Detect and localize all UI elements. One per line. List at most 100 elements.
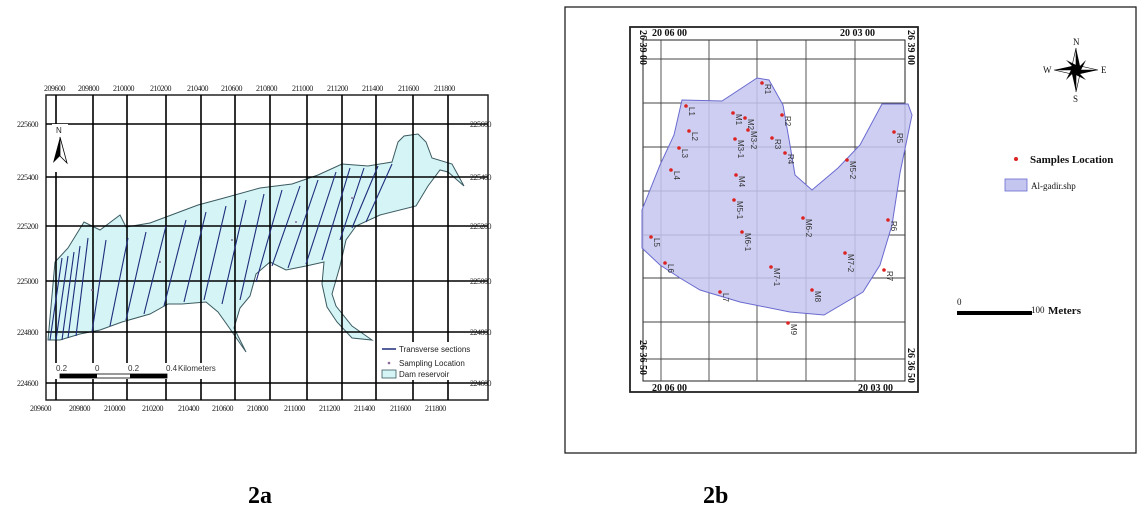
sample-dot: [760, 81, 764, 85]
sample-dot: [786, 321, 790, 325]
x-tick-labels-top: 209600 209800 210000 210200 210400 21060…: [44, 84, 456, 93]
scale-start: 0: [957, 297, 962, 307]
sample-point: M5-2: [845, 158, 857, 180]
dam-reservoir-area: [47, 133, 465, 353]
sample-point: L5: [649, 235, 661, 247]
sample-point: L4: [669, 168, 681, 180]
sample-dot: [801, 216, 805, 220]
x-tick-top: 210400: [187, 84, 209, 93]
legend-label: Transverse sections: [399, 345, 470, 354]
x-tick-bottom: 209600: [30, 404, 52, 413]
x-tick-bottom: 210000: [104, 404, 126, 413]
map-2a: 209600 209800 210000 210200 210400 21060…: [17, 84, 492, 509]
legend-dot-swatch: [387, 361, 391, 365]
caption-2b: 2b: [703, 483, 728, 509]
x-tick-top: 211600: [398, 84, 419, 93]
y-tick-left: 225200: [17, 222, 39, 231]
sample-label: M5-2: [848, 161, 857, 180]
scale-bar-2b: 0 100 Meters: [957, 297, 1082, 317]
north-label: N: [56, 126, 62, 135]
y-tick-right: 225600: [470, 120, 492, 129]
sample-dot: [810, 288, 814, 292]
scale-end: 100: [1031, 305, 1045, 315]
sample-dot: [843, 251, 847, 255]
sample-dot: [769, 265, 773, 269]
sample-dot: [740, 230, 744, 234]
sample-point: M3-2: [746, 128, 758, 150]
scale-unit: Kilometers: [178, 364, 216, 373]
x-tick-top: 210200: [150, 84, 172, 93]
x-tick-bottom: 210600: [212, 404, 234, 413]
sample-dot: [649, 235, 653, 239]
sample-label: R2: [783, 116, 792, 127]
caption-2a: 2a: [248, 483, 272, 509]
y-tick-right: 224600: [470, 379, 492, 388]
x-tick-bottom: 211600: [390, 404, 411, 413]
sample-dot: [743, 116, 747, 120]
scale-label: 0.4: [166, 364, 178, 373]
sample-dot: [882, 268, 886, 272]
north-arrow-icon: N: [52, 124, 68, 172]
sample-label: L6: [666, 264, 675, 273]
sample-point: M7-1: [769, 265, 781, 287]
x-tick-top: 210000: [113, 84, 135, 93]
compass-w: W: [1043, 65, 1052, 75]
bottom-coord-right: 20 03 00: [858, 383, 893, 394]
x-tick-bottom: 210200: [142, 404, 164, 413]
y-tick-right: 224800: [470, 328, 492, 337]
top-coord-right: 20 03 00: [840, 28, 875, 39]
sample-point: R5: [892, 130, 904, 144]
x-tick-top: 211000: [292, 84, 313, 93]
sample-point: M6-2: [801, 216, 813, 238]
sample-dot: [770, 136, 774, 140]
sample-label: L5: [652, 238, 661, 247]
sample-point: M5-1: [732, 198, 744, 220]
x-tick-bottom: 211200: [319, 404, 340, 413]
left-coord-bottom: 26 36 50: [637, 340, 648, 375]
right-coord-top: 26 39 00: [905, 30, 916, 65]
compass-e: E: [1101, 65, 1107, 75]
right-coord-bottom: 26 36 50: [905, 348, 916, 383]
scale-label: 0.2: [56, 364, 68, 373]
x-tick-labels-bottom: 209600 209800 210000 210200 210400 21060…: [30, 404, 447, 413]
sample-label: M7-1: [772, 268, 781, 287]
sample-label: M5-1: [735, 201, 744, 220]
scale-label: 0: [95, 364, 100, 373]
x-tick-bottom: 209800: [69, 404, 91, 413]
y-tick-labels-left: 225600 225400 225200 225000 224800 22460…: [17, 120, 39, 388]
y-tick-right: 225000: [470, 277, 492, 286]
sample-label: R3: [773, 139, 782, 150]
sample-dot: [783, 151, 787, 155]
sample-dot: [746, 128, 750, 132]
sample-dot: [886, 218, 890, 222]
transverse-sections: [49, 163, 393, 341]
compass-n: N: [1073, 37, 1080, 47]
sample-dot: [684, 104, 688, 108]
legend-label: Dam reservoir: [399, 370, 450, 379]
x-tick-bottom: 210800: [247, 404, 269, 413]
y-tick-left: 224600: [17, 379, 39, 388]
sample-label: M1: [734, 114, 743, 126]
scale-label: 0.2: [128, 364, 140, 373]
sample-point: M7-2: [843, 251, 855, 273]
sample-point: L6: [663, 261, 675, 273]
legend-label: Sampling Location: [399, 359, 465, 368]
sample-point: M2: [743, 116, 755, 131]
sample-dot: [669, 168, 673, 172]
scale-bar-2a: 0.2 0 0.2 0.4 Kilometers: [52, 363, 220, 379]
sample-point: R7: [882, 268, 894, 282]
sample-dot: [892, 130, 896, 134]
sample-label: L2: [690, 132, 699, 141]
legend-label: Al-gadir.shp: [1031, 181, 1076, 191]
y-tick-right: 225400: [470, 173, 492, 182]
legend-label: Samples Location: [1030, 154, 1113, 166]
y-tick-left: 225600: [17, 120, 39, 129]
bottom-coord-left: 20 06 00: [652, 383, 687, 394]
sample-label: M9: [789, 324, 798, 336]
sample-label: M3-1: [736, 140, 745, 159]
sample-point: R4: [783, 151, 795, 165]
sample-point: M3-1: [733, 137, 745, 159]
left-coord-top: 26 39 00: [637, 30, 648, 65]
